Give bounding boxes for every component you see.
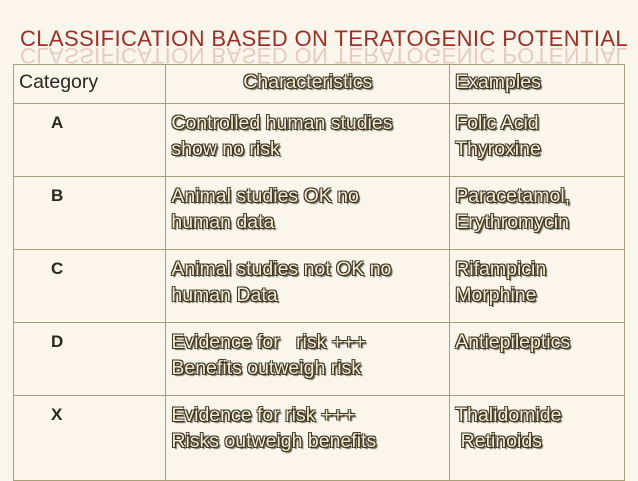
examples-cell: Paracetamol, Erythromycin — [449, 176, 625, 250]
example-item: Antiepileptics — [455, 331, 571, 353]
table-row: A Controlled human studies show no risk … — [12, 103, 625, 177]
table-row: C Animal studies not OK no human Data Ri… — [12, 249, 625, 323]
characteristics-cell: Animal studies OK no human data — [165, 176, 451, 250]
examples-cell: Rifampicin Morphine — [449, 249, 625, 323]
category-cell: A — [12, 103, 167, 177]
slide-title: CLASSIFICATION BASED ON TERATOGENIC POTE… — [20, 26, 629, 51]
example-item: Rifampicin — [455, 258, 547, 280]
category-cell: D — [12, 322, 167, 396]
category-cell: C — [12, 249, 167, 323]
table-row: B Animal studies OK no human data Parace… — [12, 176, 625, 250]
characteristics-line: Benefits outweigh risk — [171, 357, 362, 379]
header-characteristics: Characteristics — [165, 64, 451, 104]
category-cell: B — [12, 176, 167, 250]
characteristics-cell: Evidence for risk +++ Benefits outweigh … — [165, 322, 451, 396]
examples-cell: Antiepileptics — [449, 322, 625, 396]
slide-title-reflection: CLASSIFICATION BASED ON TERATOGENIC POTE… — [20, 46, 629, 64]
characteristics-line: show no risk — [171, 138, 280, 160]
characteristics-line: human data — [171, 211, 275, 233]
example-item: Paracetamol, — [455, 185, 571, 207]
header-category: Category — [12, 64, 167, 104]
examples-cell: Folic Acid Thyroxine — [449, 103, 625, 177]
table-row: D Evidence for risk +++ Benefits outweig… — [12, 322, 625, 396]
example-item: Erythromycin — [455, 211, 569, 233]
characteristics-cell: Evidence for risk +++ Risks outweigh ben… — [165, 395, 451, 481]
example-item: Morphine — [455, 284, 537, 306]
classification-table-container: Category Characteristics Examples A Cont… — [12, 64, 625, 481]
example-item: Retinoids — [455, 430, 542, 452]
characteristics-cell: Animal studies not OK no human Data — [165, 249, 451, 323]
table-row: X Evidence for risk +++ Risks outweigh b… — [12, 395, 625, 481]
examples-cell: Thalidomide Retinoids — [449, 395, 625, 481]
characteristics-cell: Controlled human studies show no risk — [165, 103, 451, 177]
example-item: Thalidomide — [455, 404, 562, 426]
example-item: Thyroxine — [455, 138, 541, 160]
characteristics-line: Controlled human studies — [171, 112, 393, 134]
characteristics-line: Animal studies not OK no — [171, 258, 392, 280]
category-cell: X — [12, 395, 167, 481]
characteristics-line: Animal studies OK no — [171, 185, 359, 207]
characteristics-line: human Data — [171, 284, 278, 306]
characteristics-line: Evidence for risk +++ — [171, 404, 356, 426]
header-examples: Examples — [449, 64, 625, 104]
characteristics-line: Risks outweigh benefits — [171, 430, 377, 452]
example-item: Folic Acid — [455, 112, 539, 134]
characteristics-line: Evidence for risk +++ — [171, 331, 366, 353]
classification-table: Category Characteristics Examples A Cont… — [12, 64, 625, 481]
table-header-row: Category Characteristics Examples — [12, 64, 625, 104]
